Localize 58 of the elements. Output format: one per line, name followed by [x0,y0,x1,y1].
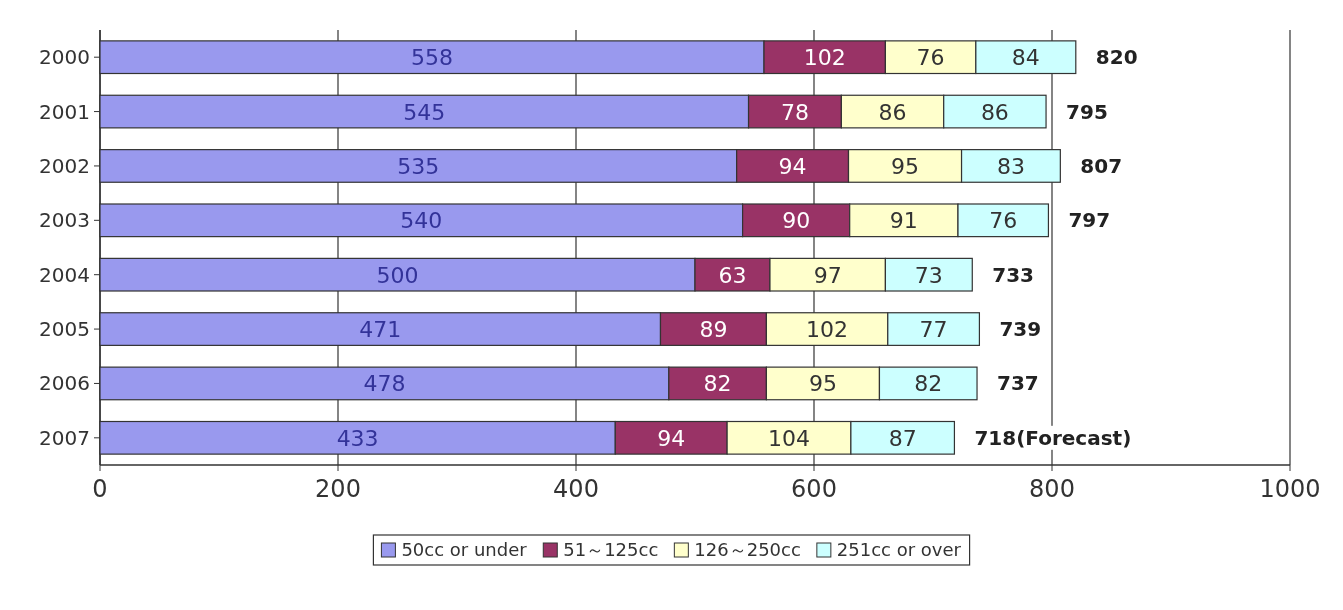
data-label: 82 [914,371,943,397]
x-tick-label: 0 [92,475,108,503]
total-label: 795 [1066,99,1108,124]
data-label: 76 [989,208,1018,234]
data-label: 104 [768,425,811,451]
data-label: 90 [782,208,811,234]
x-tick-label: 1000 [1259,475,1321,503]
data-label: 471 [359,317,402,343]
data-label: 86 [878,99,907,125]
data-label: 77 [919,317,948,343]
data-label: 91 [889,208,918,234]
data-label: 95 [808,371,837,397]
data-label: 95 [891,153,920,179]
data-label: 535 [397,153,440,179]
y-tick-label: 2005 [39,317,90,342]
data-label: 87 [888,425,917,451]
data-label: 63 [718,262,747,288]
data-label: 433 [336,425,379,451]
total-label: 737 [997,371,1039,396]
data-label: 558 [411,45,454,71]
x-tick-label: 800 [1029,475,1075,503]
data-label: 76 [916,45,945,71]
data-label: 102 [806,317,849,343]
total-label: 733 [992,262,1035,287]
data-label: 478 [363,371,406,397]
total-label: 820 [1095,45,1138,70]
y-tick-label: 2001 [39,99,90,124]
data-label: 73 [914,262,943,288]
total-label: 718(Forecast) [974,425,1132,450]
data-label: 83 [996,153,1025,179]
legend-label: 126～250cc [694,539,801,560]
data-label: 94 [778,153,807,179]
legend-label: 50cc or under [401,539,528,560]
data-label: 102 [803,45,846,71]
data-label: 78 [780,99,809,125]
total-label: 807 [1080,153,1123,178]
total-label: 797 [1068,208,1111,233]
legend-label: 251cc or over [836,539,962,560]
data-label: 89 [699,317,728,343]
total-label: 739 [999,317,1042,342]
y-tick-label: 2007 [39,425,90,450]
x-tick-label: 400 [553,475,599,503]
data-label: 86 [980,99,1009,125]
data-label: 94 [657,425,686,451]
x-tick-label: 200 [315,475,361,503]
data-label: 84 [1011,45,1040,71]
y-tick-label: 2002 [39,153,90,178]
x-tick-label: 600 [791,475,837,503]
data-label: 97 [813,262,842,288]
data-label: 540 [400,208,443,234]
y-tick-label: 2006 [39,371,90,396]
y-tick-label: 2004 [39,262,90,287]
data-label: 545 [403,99,446,125]
data-label: 82 [703,371,732,397]
data-label: 500 [376,262,419,288]
y-tick-label: 2003 [39,208,90,233]
y-tick-label: 2000 [39,45,90,70]
legend-label: 51～125cc [563,539,659,560]
